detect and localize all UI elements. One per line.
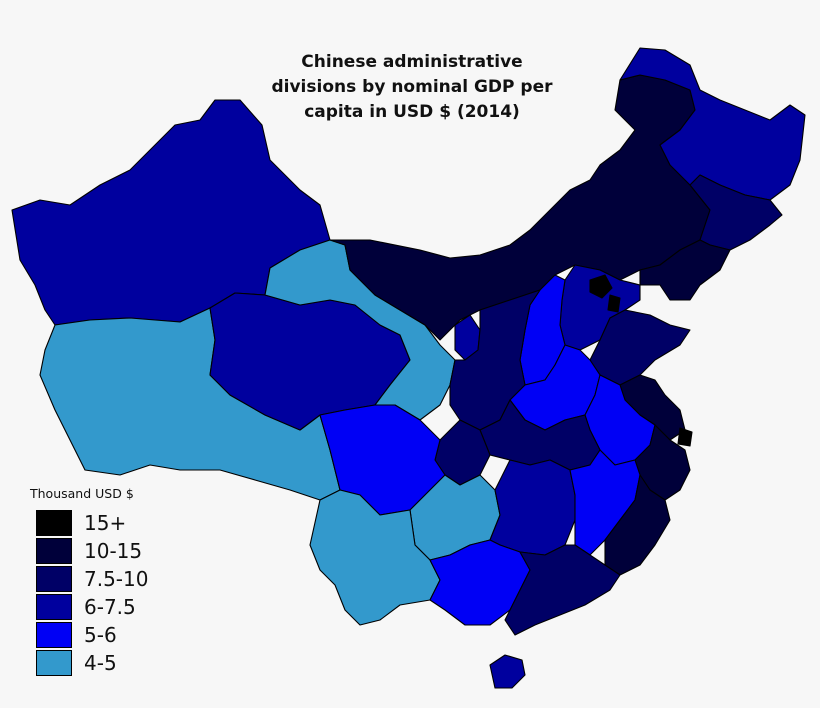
legend-label: 15+: [84, 511, 127, 535]
legend-swatch: [36, 622, 72, 648]
region-liaoning: [639, 239, 731, 301]
legend-item: 5-6: [28, 621, 148, 649]
region-tianjin: [607, 294, 621, 313]
legend-label: 5-6: [84, 623, 117, 647]
region-beijing: [589, 274, 613, 299]
legend-item: 6-7.5: [28, 593, 148, 621]
legend-label: 7.5-10: [84, 567, 149, 591]
map-title: Chinese administrative divisions by nomi…: [271, 52, 553, 122]
legend-swatch: [36, 650, 72, 676]
legend-swatch: [36, 594, 72, 620]
legend-heading: Thousand USD $: [30, 486, 134, 501]
legend: Thousand USD $ 15+ 10-15 7.5-10 6-7.5 5-…: [28, 486, 148, 677]
legend-label: 6-7.5: [84, 595, 136, 619]
legend-item: 7.5-10: [28, 565, 148, 593]
legend-item: 15+: [28, 509, 148, 537]
legend-item: 4-5: [28, 649, 148, 677]
region-shanghai: [677, 427, 693, 447]
legend-swatch: [36, 566, 72, 592]
legend-label: 10-15: [84, 539, 143, 563]
legend-swatch: [36, 538, 72, 564]
region-fujian: [604, 474, 671, 576]
region-guangdong: [504, 544, 621, 636]
legend-item: 10-15: [28, 537, 148, 565]
region-hainan: [489, 654, 526, 689]
legend-swatch: [36, 510, 72, 536]
legend-label: 4-5: [84, 651, 117, 675]
region-hunan: [489, 459, 576, 556]
